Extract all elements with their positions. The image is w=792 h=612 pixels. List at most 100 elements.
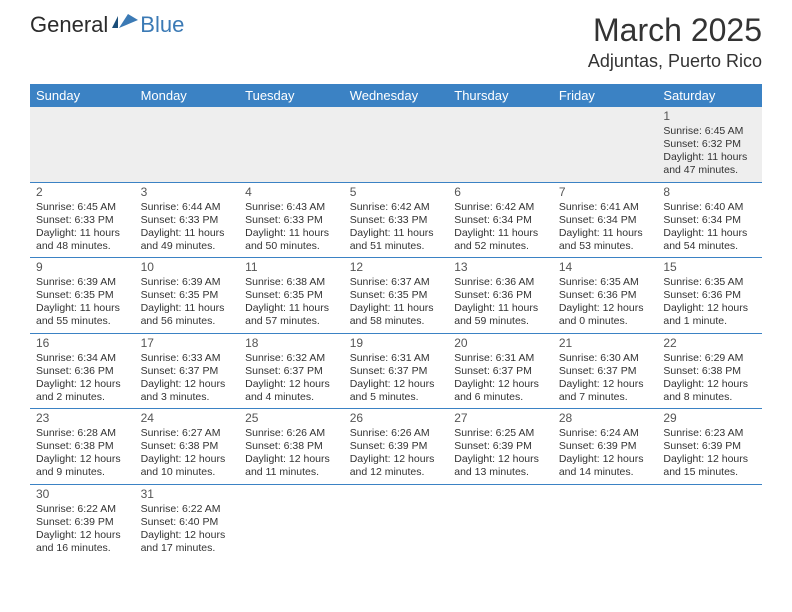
calendar-cell-empty xyxy=(239,484,344,559)
daylight-line: Daylight: 12 hours and 6 minutes. xyxy=(454,378,547,404)
sunset-line: Sunset: 6:35 PM xyxy=(245,289,338,302)
header: General Blue March 2025 Adjuntas, Puerto… xyxy=(0,0,792,78)
calendar-cell: 16Sunrise: 6:34 AMSunset: 6:36 PMDayligh… xyxy=(30,333,135,409)
calendar-cell: 30Sunrise: 6:22 AMSunset: 6:39 PMDayligh… xyxy=(30,484,135,559)
day-header: Sunday xyxy=(30,84,135,107)
calendar-cell: 31Sunrise: 6:22 AMSunset: 6:40 PMDayligh… xyxy=(135,484,240,559)
title-block: March 2025 Adjuntas, Puerto Rico xyxy=(588,12,762,72)
daylight-line: Daylight: 12 hours and 13 minutes. xyxy=(454,453,547,479)
calendar-cell: 8Sunrise: 6:40 AMSunset: 6:34 PMDaylight… xyxy=(657,182,762,258)
sunrise-line: Sunrise: 6:31 AM xyxy=(350,352,443,365)
sunrise-line: Sunrise: 6:34 AM xyxy=(36,352,129,365)
calendar-cell-empty xyxy=(135,107,240,182)
calendar-cell: 1Sunrise: 6:45 AMSunset: 6:32 PMDaylight… xyxy=(657,107,762,182)
day-number: 14 xyxy=(559,260,652,275)
day-number: 19 xyxy=(350,336,443,351)
calendar-cell: 19Sunrise: 6:31 AMSunset: 6:37 PMDayligh… xyxy=(344,333,449,409)
sunset-line: Sunset: 6:33 PM xyxy=(141,214,234,227)
sunrise-line: Sunrise: 6:36 AM xyxy=(454,276,547,289)
sunrise-line: Sunrise: 6:39 AM xyxy=(36,276,129,289)
calendar-cell: 2Sunrise: 6:45 AMSunset: 6:33 PMDaylight… xyxy=(30,182,135,258)
day-header: Wednesday xyxy=(344,84,449,107)
day-number: 30 xyxy=(36,487,129,502)
sunrise-line: Sunrise: 6:33 AM xyxy=(141,352,234,365)
calendar-cell: 20Sunrise: 6:31 AMSunset: 6:37 PMDayligh… xyxy=(448,333,553,409)
day-number: 16 xyxy=(36,336,129,351)
calendar-cell: 9Sunrise: 6:39 AMSunset: 6:35 PMDaylight… xyxy=(30,258,135,334)
day-number: 18 xyxy=(245,336,338,351)
daylight-line: Daylight: 11 hours and 58 minutes. xyxy=(350,302,443,328)
sunset-line: Sunset: 6:39 PM xyxy=(350,440,443,453)
calendar-cell-empty xyxy=(344,107,449,182)
daylight-line: Daylight: 12 hours and 10 minutes. xyxy=(141,453,234,479)
sunrise-line: Sunrise: 6:32 AM xyxy=(245,352,338,365)
sunrise-line: Sunrise: 6:37 AM xyxy=(350,276,443,289)
location: Adjuntas, Puerto Rico xyxy=(588,51,762,72)
sunset-line: Sunset: 6:36 PM xyxy=(36,365,129,378)
day-number: 3 xyxy=(141,185,234,200)
day-number: 22 xyxy=(663,336,756,351)
sunrise-line: Sunrise: 6:29 AM xyxy=(663,352,756,365)
sunrise-line: Sunrise: 6:22 AM xyxy=(141,503,234,516)
sunrise-line: Sunrise: 6:43 AM xyxy=(245,201,338,214)
daylight-line: Daylight: 12 hours and 17 minutes. xyxy=(141,529,234,555)
day-header: Monday xyxy=(135,84,240,107)
calendar-cell: 14Sunrise: 6:35 AMSunset: 6:36 PMDayligh… xyxy=(553,258,658,334)
day-number: 13 xyxy=(454,260,547,275)
day-number: 21 xyxy=(559,336,652,351)
calendar-table: SundayMondayTuesdayWednesdayThursdayFrid… xyxy=(30,84,762,559)
daylight-line: Daylight: 12 hours and 0 minutes. xyxy=(559,302,652,328)
day-number: 28 xyxy=(559,411,652,426)
sunset-line: Sunset: 6:33 PM xyxy=(36,214,129,227)
calendar-cell-empty xyxy=(553,484,658,559)
sunset-line: Sunset: 6:35 PM xyxy=(36,289,129,302)
sunset-line: Sunset: 6:35 PM xyxy=(141,289,234,302)
day-number: 6 xyxy=(454,185,547,200)
daylight-line: Daylight: 12 hours and 12 minutes. xyxy=(350,453,443,479)
sunrise-line: Sunrise: 6:42 AM xyxy=(350,201,443,214)
sunset-line: Sunset: 6:39 PM xyxy=(36,516,129,529)
daylight-line: Daylight: 12 hours and 1 minute. xyxy=(663,302,756,328)
day-number: 25 xyxy=(245,411,338,426)
sunrise-line: Sunrise: 6:26 AM xyxy=(245,427,338,440)
calendar-cell: 24Sunrise: 6:27 AMSunset: 6:38 PMDayligh… xyxy=(135,409,240,485)
daylight-line: Daylight: 12 hours and 9 minutes. xyxy=(36,453,129,479)
calendar-cell: 28Sunrise: 6:24 AMSunset: 6:39 PMDayligh… xyxy=(553,409,658,485)
daylight-line: Daylight: 11 hours and 53 minutes. xyxy=(559,227,652,253)
daylight-line: Daylight: 11 hours and 47 minutes. xyxy=(663,151,756,177)
daylight-line: Daylight: 12 hours and 14 minutes. xyxy=(559,453,652,479)
calendar-row: 1Sunrise: 6:45 AMSunset: 6:32 PMDaylight… xyxy=(30,107,762,182)
day-number: 8 xyxy=(663,185,756,200)
calendar-cell: 5Sunrise: 6:42 AMSunset: 6:33 PMDaylight… xyxy=(344,182,449,258)
sunrise-line: Sunrise: 6:38 AM xyxy=(245,276,338,289)
day-number: 23 xyxy=(36,411,129,426)
sunset-line: Sunset: 6:38 PM xyxy=(36,440,129,453)
calendar-cell-empty xyxy=(344,484,449,559)
calendar-cell-empty xyxy=(30,107,135,182)
sunrise-line: Sunrise: 6:25 AM xyxy=(454,427,547,440)
calendar-cell-empty xyxy=(448,107,553,182)
daylight-line: Daylight: 11 hours and 48 minutes. xyxy=(36,227,129,253)
daylight-line: Daylight: 12 hours and 16 minutes. xyxy=(36,529,129,555)
page-title: March 2025 xyxy=(588,12,762,49)
calendar-row: 16Sunrise: 6:34 AMSunset: 6:36 PM Dayligh… xyxy=(30,333,762,409)
daylight-line: Daylight: 11 hours and 52 minutes. xyxy=(454,227,547,253)
sunset-line: Sunset: 6:36 PM xyxy=(559,289,652,302)
day-number: 9 xyxy=(36,260,129,275)
calendar-row: 9Sunrise: 6:39 AMSunset: 6:35 PMDaylight… xyxy=(30,258,762,334)
sunset-line: Sunset: 6:34 PM xyxy=(454,214,547,227)
daylight-line: Daylight: 11 hours and 51 minutes. xyxy=(350,227,443,253)
calendar-cell: 23Sunrise: 6:28 AMSunset: 6:38 PMDayligh… xyxy=(30,409,135,485)
calendar-row: 23Sunrise: 6:28 AMSunset: 6:38 PMDayligh… xyxy=(30,409,762,485)
daylight-line: Daylight: 11 hours and 59 minutes. xyxy=(454,302,547,328)
sunset-line: Sunset: 6:33 PM xyxy=(350,214,443,227)
calendar-cell: 15Sunrise: 6:35 AMSunset: 6:36 PMDayligh… xyxy=(657,258,762,334)
day-number: 10 xyxy=(141,260,234,275)
daylight-line: Daylight: 11 hours and 49 minutes. xyxy=(141,227,234,253)
calendar-cell: 12Sunrise: 6:37 AMSunset: 6:35 PMDayligh… xyxy=(344,258,449,334)
sunrise-line: Sunrise: 6:40 AM xyxy=(663,201,756,214)
day-number: 7 xyxy=(559,185,652,200)
day-header: Saturday xyxy=(657,84,762,107)
daylight-line: Daylight: 11 hours and 55 minutes. xyxy=(36,302,129,328)
calendar-cell: 18Sunrise: 6:32 AMSunset: 6:37 PMDayligh… xyxy=(239,333,344,409)
